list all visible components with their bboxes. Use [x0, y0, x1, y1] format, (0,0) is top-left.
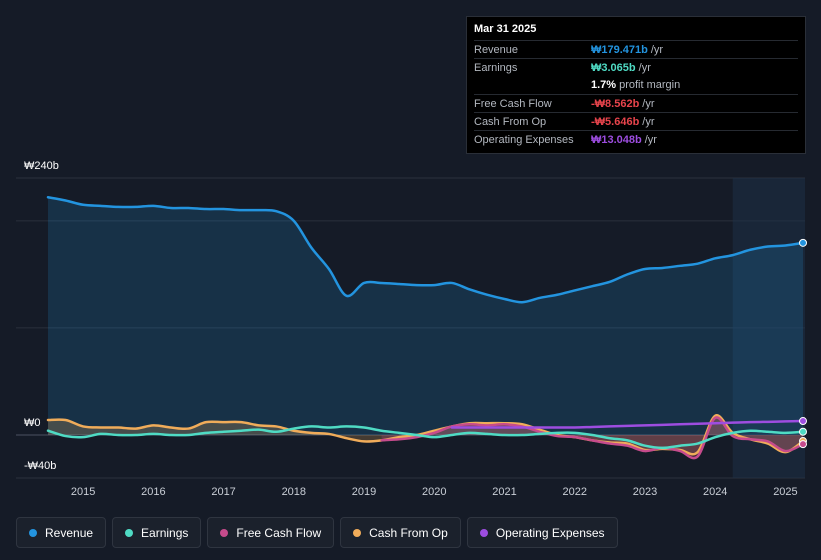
revenue-area — [48, 197, 803, 435]
x-tick-label: 2020 — [422, 486, 446, 498]
operating-expenses-end-point — [800, 418, 807, 425]
legend-item-free-cash-flow[interactable]: Free Cash Flow — [207, 517, 334, 548]
tooltip-label: Operating Expenses — [474, 134, 591, 146]
tooltip-value: 1.7% — [591, 79, 616, 91]
x-tick-label: 2021 — [492, 486, 516, 498]
x-tick-label: 2024 — [703, 486, 727, 498]
tooltip-value: -₩5.646b — [591, 116, 639, 128]
tooltip-unit: /yr — [642, 98, 654, 110]
legend-dot-icon — [480, 529, 488, 537]
tooltip-value: ₩179.471b — [591, 44, 648, 56]
legend-label: Earnings — [141, 526, 188, 540]
legend-label: Cash From Op — [369, 526, 448, 540]
tooltip-unit: /yr — [639, 62, 651, 74]
tooltip-unit: /yr — [645, 134, 657, 146]
revenue-end-point — [800, 239, 807, 246]
earnings-end-point — [800, 428, 807, 435]
legend-label: Operating Expenses — [496, 526, 605, 540]
y-tick-label-bottom: -₩40b — [24, 460, 56, 472]
tooltip-label: Earnings — [474, 62, 591, 74]
tooltip-unit: /yr — [642, 116, 654, 128]
x-tick-label: 2025 — [773, 486, 797, 498]
series-areas — [48, 197, 803, 458]
legend-label: Free Cash Flow — [236, 526, 321, 540]
chart-legend: Revenue Earnings Free Cash Flow Cash Fro… — [16, 517, 618, 548]
legend-dot-icon — [125, 529, 133, 537]
y-tick-label-zero: ₩0 — [24, 417, 41, 429]
legend-item-cash-from-op[interactable]: Cash From Op — [340, 517, 461, 548]
tooltip-row-cash-from-op: Cash From Op -₩5.646b /yr — [474, 112, 798, 130]
tooltip-label: Cash From Op — [474, 116, 591, 128]
legend-dot-icon — [220, 529, 228, 537]
x-tick-label: 2023 — [633, 486, 657, 498]
tooltip-label: Revenue — [474, 44, 591, 56]
legend-dot-icon — [29, 529, 37, 537]
legend-dot-icon — [353, 529, 361, 537]
legend-item-earnings[interactable]: Earnings — [112, 517, 201, 548]
x-tick-label: 2016 — [141, 486, 165, 498]
tooltip-row-revenue: Revenue ₩179.471b /yr — [474, 40, 798, 58]
x-tick-label: 2022 — [563, 486, 587, 498]
tooltip-value: ₩13.048b — [591, 134, 642, 146]
tooltip-panel: Mar 31 2025 Revenue ₩179.471b /yr Earnin… — [466, 16, 806, 154]
x-tick-label: 2017 — [211, 486, 235, 498]
tooltip-row-free-cash-flow: Free Cash Flow -₩8.562b /yr — [474, 94, 798, 112]
tooltip-row-earnings: Earnings ₩3.065b /yr — [474, 58, 798, 76]
free-cash-flow-end-point — [800, 441, 807, 448]
tooltip-label: Free Cash Flow — [474, 98, 591, 110]
tooltip-value: -₩8.562b — [591, 98, 639, 110]
tooltip-row-operating-expenses: Operating Expenses ₩13.048b /yr — [474, 130, 798, 148]
y-tick-label-top: ₩240b — [24, 160, 59, 172]
x-tick-label: 2019 — [352, 486, 376, 498]
tooltip-row-profit-margin: 1.7% profit margin — [474, 77, 798, 94]
legend-label: Revenue — [45, 526, 93, 540]
tooltip-unit: profit margin — [619, 79, 680, 91]
tooltip-value: ₩3.065b — [591, 62, 636, 74]
tooltip-date: Mar 31 2025 — [474, 23, 798, 35]
x-tick-label: 2015 — [71, 486, 95, 498]
tooltip-unit: /yr — [651, 44, 663, 56]
legend-item-operating-expenses[interactable]: Operating Expenses — [467, 517, 618, 548]
legend-item-revenue[interactable]: Revenue — [16, 517, 106, 548]
x-axis-ticks: 2015 2016 2017 2018 2019 2020 2021 2022 2023 2024… — [71, 486, 798, 498]
x-tick-label: 2018 — [282, 486, 306, 498]
